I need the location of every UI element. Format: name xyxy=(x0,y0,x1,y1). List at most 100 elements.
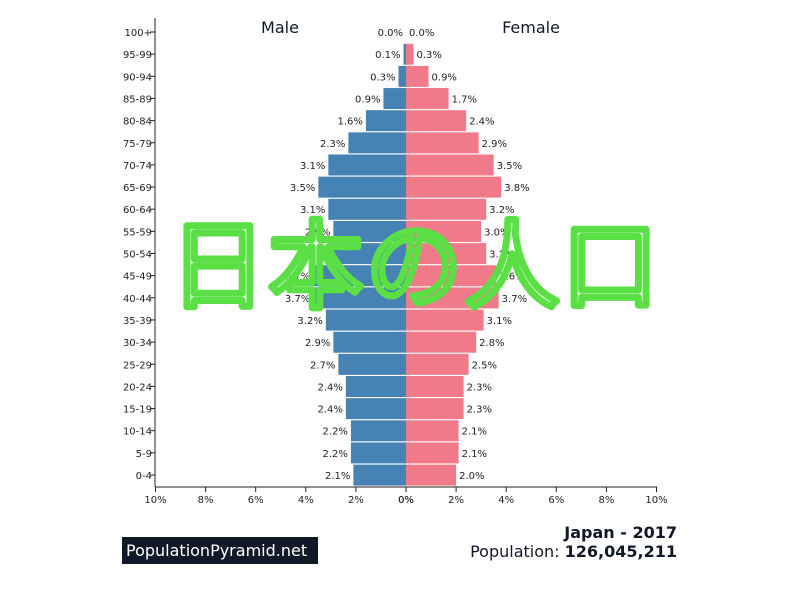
female-bar xyxy=(406,243,487,265)
male-value-label: 0.1% xyxy=(375,50,400,61)
female-bar xyxy=(406,398,464,420)
age-group-label: 50-54 xyxy=(123,250,152,261)
female-bar xyxy=(406,420,459,442)
female-value-label: 2.8% xyxy=(479,338,504,349)
male-value-label: 0.9% xyxy=(355,94,380,105)
male-value-label: 2.2% xyxy=(322,427,347,438)
male-bar xyxy=(348,132,406,154)
male-value-label: 2.2% xyxy=(322,449,347,460)
age-group-label: 30-34 xyxy=(123,338,152,349)
age-group-label: 85-89 xyxy=(123,94,152,105)
male-bar xyxy=(403,43,406,65)
female-value-label: 2.3% xyxy=(467,382,492,393)
age-group-label: 55-59 xyxy=(123,227,152,238)
male-bar xyxy=(350,420,406,442)
age-group-label: 70-74 xyxy=(123,161,152,172)
female-bar xyxy=(406,309,484,331)
age-group-label: 65-69 xyxy=(123,183,152,194)
overlay-handwritten-text: 日本の人口 xyxy=(170,211,660,323)
age-group-label: 60-64 xyxy=(123,205,152,216)
female-value-label: 2.1% xyxy=(462,427,487,438)
population-value: 126,045,211 xyxy=(564,542,677,561)
x-tick-label-female: 0% xyxy=(398,495,414,506)
age-group-label: 100+ xyxy=(125,28,152,39)
female-bar xyxy=(406,154,494,176)
female-value-label: 0.3% xyxy=(417,50,442,61)
female-value-label: 3.5% xyxy=(497,161,522,172)
female-bar xyxy=(406,88,449,110)
male-value-label: 2.9% xyxy=(305,227,330,238)
population-text: Population: 126,045,211 xyxy=(470,542,677,561)
male-bar xyxy=(318,176,406,198)
female-bar xyxy=(406,464,457,486)
female-bar xyxy=(406,353,469,375)
female-bar xyxy=(406,110,467,132)
age-group-label: 75-79 xyxy=(123,139,152,150)
male-value-label: 2.1% xyxy=(325,471,350,482)
age-group-label: 35-39 xyxy=(123,316,152,327)
female-bar xyxy=(406,43,414,65)
male-bar xyxy=(333,331,406,353)
legend-male: Male xyxy=(261,18,299,37)
male-bar xyxy=(350,442,406,464)
x-tick-label-male: 10% xyxy=(144,495,166,506)
female-bar xyxy=(406,220,482,242)
age-group-label: 45-49 xyxy=(123,272,152,283)
female-bar xyxy=(406,176,502,198)
bars-layer: 0.0% 0.0% 0.1% 0.3% 0.3% 0.9% 0.9% 1.7% 1.6% 2.4%… xyxy=(285,28,530,486)
brand-logo[interactable]: PopulationPyramid.net xyxy=(122,537,318,564)
x-tick-label-male: 0% xyxy=(398,495,414,506)
country-year-title: Japan - 2017 xyxy=(564,523,677,542)
male-value-label: 2.9% xyxy=(305,338,330,349)
male-value-label: 3.1% xyxy=(300,250,325,261)
male-value-label: 2.4% xyxy=(317,405,342,416)
male-value-label: 3.7% xyxy=(285,272,310,283)
female-value-label: 2.1% xyxy=(462,449,487,460)
female-value-label: 2.0% xyxy=(459,471,484,482)
female-value-label: 2.3% xyxy=(467,405,492,416)
female-value-label: 3.2% xyxy=(489,205,514,216)
male-value-label: 3.1% xyxy=(300,205,325,216)
female-value-label: 3.6% xyxy=(499,272,524,283)
x-tick-label-male: 6% xyxy=(248,495,264,506)
female-bar xyxy=(406,376,464,397)
female-value-label: 3.0% xyxy=(484,227,509,238)
female-bar xyxy=(406,65,429,87)
female-value-label: 2.5% xyxy=(472,360,497,371)
male-value-label: 3.5% xyxy=(290,183,315,194)
male-bar xyxy=(328,243,406,265)
axes-layer: 100+ 95-99 90-94 85-89 80-84 75-79 70-74 65-69 6… xyxy=(123,18,668,506)
female-value-label: 1.7% xyxy=(452,94,477,105)
male-bar xyxy=(383,88,406,110)
female-value-label: 0.9% xyxy=(432,72,457,83)
age-group-label: 80-84 xyxy=(123,117,152,128)
male-bar xyxy=(313,265,406,287)
x-tick-label-male: 2% xyxy=(348,495,364,506)
male-bar xyxy=(313,287,406,309)
male-bar xyxy=(325,309,406,331)
male-value-label: 0.0% xyxy=(378,28,403,39)
female-bar xyxy=(406,442,459,464)
x-tick-label-male: 4% xyxy=(298,495,314,506)
female-value-label: 3.7% xyxy=(502,294,527,305)
x-tick-label-male: 8% xyxy=(198,495,214,506)
male-value-label: 2.3% xyxy=(320,139,345,150)
age-group-label: 95-99 xyxy=(123,50,152,61)
male-bar xyxy=(353,464,406,486)
x-tick-label-female: 10% xyxy=(645,495,667,506)
age-group-label: 20-24 xyxy=(123,382,152,393)
population-label: Population: xyxy=(470,542,565,561)
male-bar xyxy=(345,376,406,397)
female-value-label: 2.4% xyxy=(469,117,494,128)
x-tick-label-female: 2% xyxy=(448,495,464,506)
x-tick-label-female: 4% xyxy=(498,495,514,506)
x-tick-label-female: 6% xyxy=(548,495,564,506)
female-value-label: 2.9% xyxy=(482,139,507,150)
female-bar xyxy=(406,287,499,309)
female-bar xyxy=(406,265,497,287)
legend-female: Female xyxy=(502,18,560,37)
female-bar xyxy=(406,132,479,154)
male-value-label: 2.4% xyxy=(317,382,342,393)
x-tick-label-female: 8% xyxy=(598,495,614,506)
